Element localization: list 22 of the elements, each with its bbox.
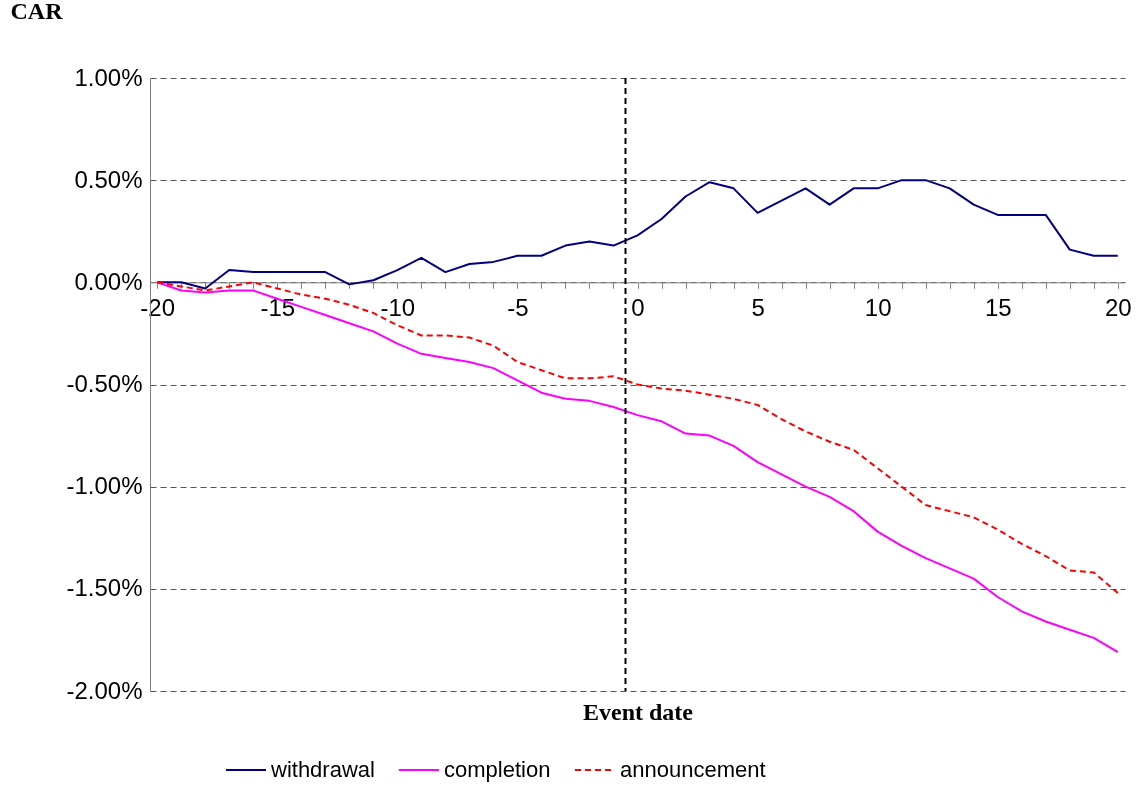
x-axis-title: Event date bbox=[583, 698, 694, 725]
x-tick-label: 0 bbox=[631, 293, 645, 321]
y-tick-label: 0.50% bbox=[74, 165, 143, 193]
y-tick-label: -0.50% bbox=[66, 370, 143, 397]
y-tick-label: -1.00% bbox=[66, 472, 143, 500]
x-tick-label: -20 bbox=[140, 293, 176, 321]
line-series bbox=[156, 179, 1119, 290]
legend-label: completion bbox=[444, 757, 551, 782]
y-tick-label: 0.00% bbox=[74, 267, 143, 295]
y-axis-title: CAR bbox=[10, 0, 64, 24]
x-tick-label: -10 bbox=[380, 293, 416, 321]
x-tick-label: 15 bbox=[984, 293, 1012, 321]
legend-label: withdrawal bbox=[270, 757, 375, 782]
x-tick-label: -15 bbox=[260, 293, 296, 321]
y-tick-label: -2.00% bbox=[66, 676, 143, 704]
x-tick-label: 20 bbox=[1104, 293, 1132, 321]
legend-label: announcement bbox=[620, 757, 766, 782]
x-tick-label: 10 bbox=[864, 293, 892, 321]
y-tick-label: -1.50% bbox=[66, 574, 143, 602]
y-tick-label: 1.00% bbox=[74, 63, 143, 91]
x-tick-label: 5 bbox=[751, 293, 765, 321]
x-tick-label: -5 bbox=[507, 293, 529, 321]
